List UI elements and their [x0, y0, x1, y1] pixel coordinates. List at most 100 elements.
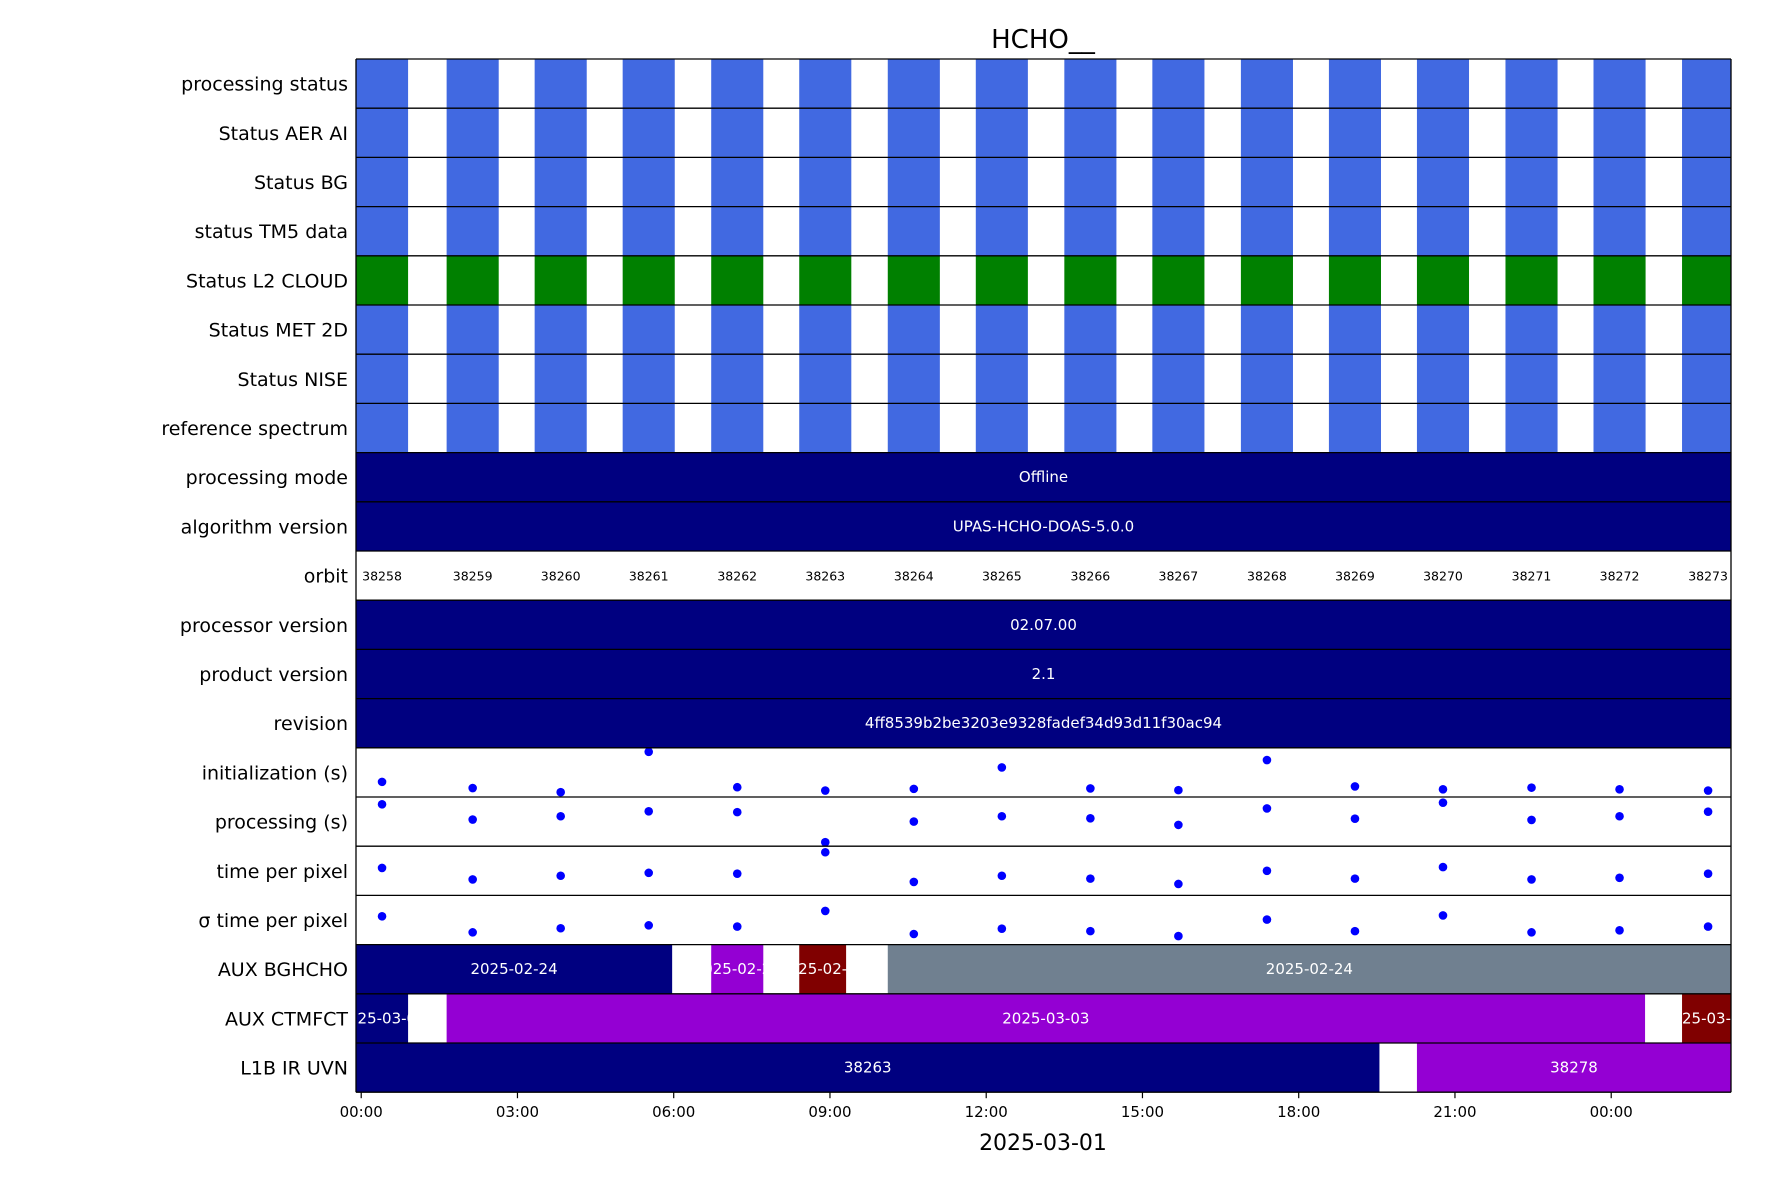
- x-tick-label: 00:00: [1590, 1103, 1633, 1121]
- data-point: [732, 807, 742, 817]
- row-label: revision: [274, 713, 348, 735]
- data-point: [1615, 811, 1624, 821]
- granule-bar: [1505, 157, 1558, 207]
- orbit-label: 38262: [717, 569, 757, 584]
- data-point: [820, 906, 830, 916]
- row-2: [356, 157, 1731, 207]
- granule-bar: [887, 255, 940, 305]
- span-label: 2025-02-24: [694, 960, 781, 978]
- granule-bar: [446, 255, 499, 305]
- granule-bar: [1064, 157, 1117, 207]
- data-point: [644, 807, 654, 816]
- granule-bar: [975, 206, 1028, 256]
- data-point: [909, 877, 919, 887]
- granule-bar: [1416, 206, 1470, 256]
- span-bar: [711, 944, 764, 994]
- granule-bar: [622, 59, 675, 109]
- row-label: Status NISE: [238, 369, 348, 391]
- granule-bar: [1328, 403, 1381, 453]
- span-label: 2025-03-03: [1663, 1009, 1750, 1027]
- granule-bar: [887, 403, 940, 453]
- granule-bar: [1152, 157, 1205, 207]
- granule-bar: [534, 59, 587, 109]
- granule-bar: [534, 354, 587, 404]
- granule-bar: [1152, 403, 1205, 453]
- data-point: [1086, 926, 1095, 936]
- row-labels: processing status Status AER AI Status BG s…: [161, 74, 348, 1080]
- data-point: [644, 868, 654, 878]
- data-point: [1703, 922, 1713, 931]
- span-label: UPAS-HCHO-DOAS-5.0.0: [953, 517, 1134, 535]
- granule-bar: [799, 206, 852, 256]
- data-point: [1703, 786, 1713, 795]
- data-point: [997, 763, 1007, 772]
- granule-bar: [622, 108, 675, 158]
- data-point: [468, 783, 477, 793]
- row-1: [356, 108, 1731, 158]
- row-12: 2.1: [356, 649, 1731, 699]
- span-bar: [356, 993, 409, 1043]
- granule-bar: [446, 403, 499, 453]
- granule-bar: [446, 59, 499, 109]
- granule-bar: [356, 403, 409, 453]
- row-9: UPAS-HCHO-DOAS-5.0.0: [356, 501, 1731, 551]
- granule-bar: [622, 157, 675, 207]
- granule-bar: [1682, 305, 1731, 355]
- granule-bar: [1240, 108, 1293, 158]
- granule-bar: [1152, 255, 1205, 305]
- row-label: processing (s): [215, 812, 348, 834]
- data-point: [909, 784, 919, 794]
- granule-bar: [1240, 403, 1293, 453]
- span-label: 02.07.00: [1010, 616, 1077, 634]
- granule-bar: [711, 403, 764, 453]
- granule-bar: [356, 305, 409, 355]
- data-point: [468, 875, 477, 884]
- span-bar: [356, 944, 673, 994]
- granule-bar: [1593, 157, 1646, 207]
- data-point: [1438, 798, 1448, 807]
- orbit-label: 38264: [894, 569, 934, 584]
- data-point: [1262, 866, 1272, 876]
- granule-bar: [1416, 255, 1470, 305]
- data-point: [377, 911, 387, 921]
- granule-bar: [1416, 108, 1470, 158]
- data-point: [1262, 755, 1272, 765]
- row-label: Status L2 CLOUD: [186, 270, 348, 292]
- granule-bar: [975, 354, 1028, 404]
- data-point: [1527, 783, 1536, 792]
- granule-bar: [356, 354, 409, 404]
- granule-bar: [975, 108, 1028, 158]
- granule-bar: [622, 255, 675, 305]
- x-tick-label: 06:00: [652, 1103, 695, 1121]
- granule-bar: [1064, 354, 1117, 404]
- x-tick-label: 09:00: [808, 1103, 851, 1121]
- data-point: [997, 811, 1007, 821]
- granule-bar: [1593, 255, 1646, 305]
- granule-bar: [1240, 157, 1293, 207]
- granule-bar: [1240, 354, 1293, 404]
- granule-bar: [1682, 108, 1731, 158]
- data-point: [997, 924, 1007, 933]
- granule-bar: [1593, 403, 1646, 453]
- granule-bar: [887, 157, 940, 207]
- granule-bar: [1152, 59, 1205, 109]
- data-point: [468, 815, 477, 824]
- row-4: [356, 255, 1731, 305]
- row-label: AUX BGHCHO: [218, 959, 348, 981]
- granule-bar: [1505, 305, 1558, 355]
- granule-bar: [356, 59, 409, 109]
- span-label: 4ff8539b2be3203e9328fadef34d93d11f30ac94: [865, 714, 1222, 732]
- granule-bar: [1064, 255, 1117, 305]
- row-8: Offline: [356, 452, 1731, 502]
- granule-bar: [534, 206, 587, 256]
- row-label: product version: [199, 664, 348, 686]
- span-label: 38263: [844, 1059, 892, 1077]
- x-tick-label: 00:00: [340, 1103, 383, 1121]
- orbit-label: 38270: [1423, 569, 1463, 584]
- row-label: σ time per pixel: [198, 910, 348, 932]
- row-label: status TM5 data: [195, 221, 348, 243]
- granule-bar: [1593, 305, 1646, 355]
- data-point: [556, 871, 565, 881]
- row-label: Status AER AI: [219, 123, 348, 145]
